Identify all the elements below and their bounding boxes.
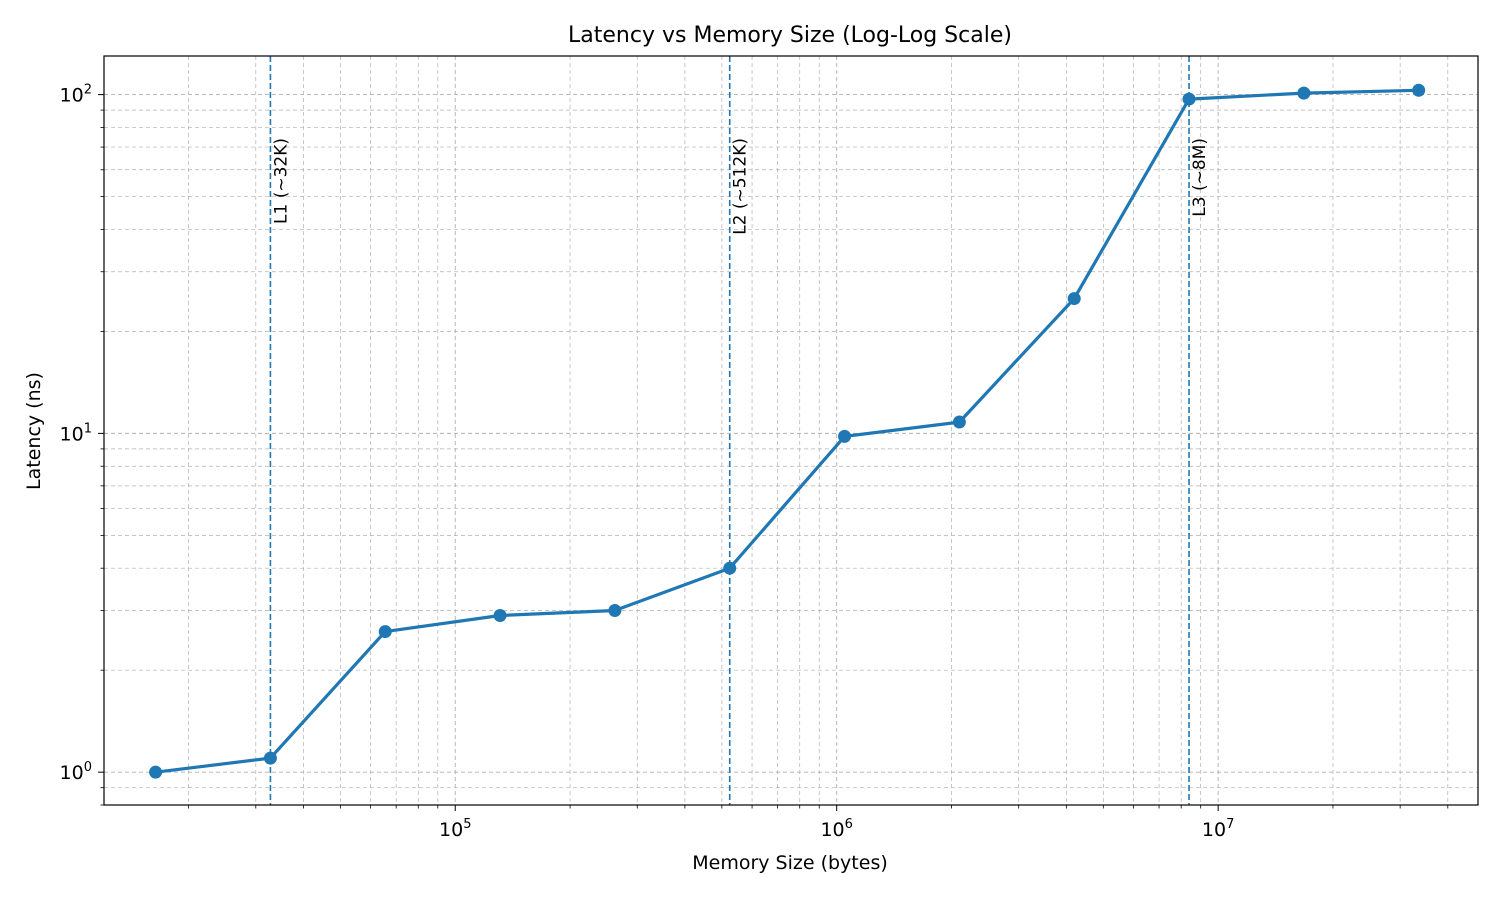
data-point bbox=[838, 429, 852, 443]
tick-layer bbox=[98, 94, 1449, 811]
x-tick-label: 107 bbox=[1202, 817, 1234, 841]
x-tick-label: 106 bbox=[820, 817, 852, 841]
data-point bbox=[1412, 83, 1426, 97]
series-line bbox=[155, 88, 1419, 774]
data-point bbox=[149, 765, 163, 779]
cache-boundary-label: L1 (~32K) bbox=[271, 138, 291, 224]
data-point bbox=[608, 604, 622, 618]
chart-title: Latency vs Memory Size (Log-Log Scale) bbox=[568, 23, 1012, 48]
data-point bbox=[1067, 292, 1081, 306]
series-layer bbox=[149, 83, 1426, 779]
data-point bbox=[952, 415, 966, 429]
data-point bbox=[378, 625, 392, 639]
data-point bbox=[723, 561, 737, 575]
plot-frame bbox=[103, 55, 1479, 806]
cache-boundary-label: L3 (~8M) bbox=[1190, 138, 1210, 217]
x-tick-label: 105 bbox=[439, 817, 471, 841]
data-point bbox=[1297, 86, 1311, 100]
y-tick-label: 100 bbox=[60, 760, 92, 784]
x-axis-label: Memory Size (bytes) bbox=[692, 852, 888, 874]
cache-boundary-label: L2 (~512K) bbox=[731, 138, 751, 235]
label-layer: 105 106 107 100 101 102 bbox=[60, 83, 1235, 841]
grid-layer bbox=[104, 56, 1478, 806]
data-point bbox=[263, 751, 277, 765]
data-point bbox=[493, 609, 507, 623]
data-point bbox=[1182, 92, 1196, 106]
y-tick-label: 102 bbox=[60, 83, 92, 107]
y-tick-label: 101 bbox=[60, 421, 92, 445]
y-axis-label: Latency (ns) bbox=[23, 372, 45, 490]
cache-boundary-layer: L1 (~32K) L2 (~512K) L3 (~8M) bbox=[269, 56, 1210, 805]
